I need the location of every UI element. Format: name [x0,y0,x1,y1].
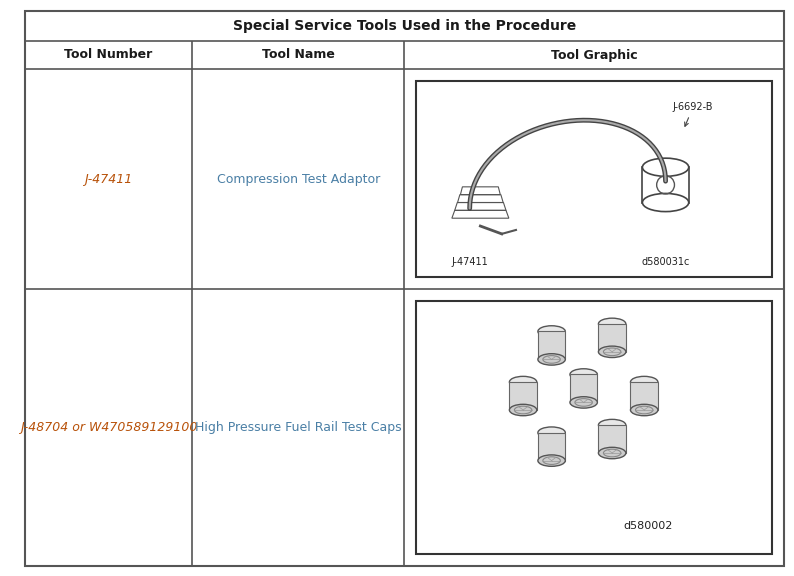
Ellipse shape [538,455,565,467]
Ellipse shape [599,419,626,431]
Polygon shape [599,324,626,352]
Ellipse shape [538,427,565,438]
Text: J-6692-B: J-6692-B [673,103,713,126]
Text: J-47411: J-47411 [84,172,133,185]
Text: d580002: d580002 [623,521,673,530]
Polygon shape [599,425,626,453]
Polygon shape [538,331,565,359]
Ellipse shape [538,326,565,337]
Text: Tool Name: Tool Name [262,48,334,62]
Ellipse shape [599,346,626,358]
Ellipse shape [510,404,537,416]
Text: High Pressure Fuel Rail Test Caps: High Pressure Fuel Rail Test Caps [195,421,402,434]
Text: J-48704 or W470589129100: J-48704 or W470589129100 [20,421,197,434]
Text: Special Service Tools Used in the Procedure: Special Service Tools Used in the Proced… [233,19,576,33]
Ellipse shape [630,376,658,388]
Text: J-47411: J-47411 [451,257,488,267]
Polygon shape [510,382,537,410]
Ellipse shape [570,369,597,380]
Text: Tool Number: Tool Number [64,48,152,62]
Ellipse shape [510,376,537,388]
Ellipse shape [570,397,597,408]
Text: Tool Graphic: Tool Graphic [551,48,638,62]
Text: d580031c: d580031c [642,257,690,267]
Text: Compression Test Adaptor: Compression Test Adaptor [217,172,380,185]
Ellipse shape [538,354,565,365]
Ellipse shape [599,318,626,329]
Ellipse shape [630,404,658,416]
Polygon shape [570,374,597,403]
Polygon shape [538,433,565,461]
Ellipse shape [599,448,626,458]
Polygon shape [630,382,658,410]
